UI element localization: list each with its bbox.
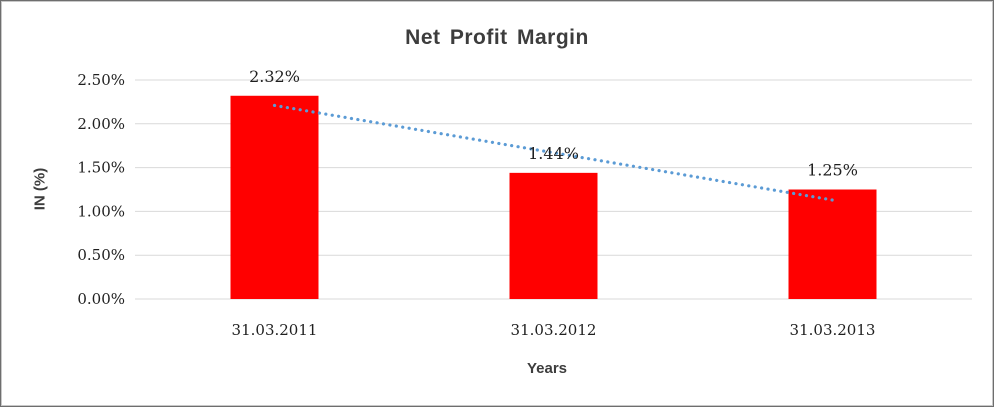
bar[interactable] <box>788 189 877 300</box>
y-tick-label: 2.00% <box>77 115 125 133</box>
y-tick-label: 1.00% <box>77 202 125 220</box>
bar[interactable] <box>509 172 598 299</box>
y-tick-label: 2.50% <box>77 71 125 89</box>
x-category-label: 31.03.2011 <box>232 321 318 339</box>
x-category-label: 31.03.2013 <box>790 321 876 339</box>
x-axis-title: Years <box>526 360 568 377</box>
chart-title: Net Profit Margin <box>405 26 589 49</box>
y-tick-label: 1.50% <box>77 159 125 177</box>
data-label: 2.32% <box>249 67 300 86</box>
data-label: 1.25% <box>807 161 858 180</box>
data-label: 1.44% <box>528 144 579 163</box>
x-category-label: 31.03.2012 <box>511 321 597 339</box>
y-tick-label: 0.50% <box>77 246 125 264</box>
y-tick-label: 0.00% <box>77 290 125 308</box>
bar[interactable] <box>230 95 319 299</box>
